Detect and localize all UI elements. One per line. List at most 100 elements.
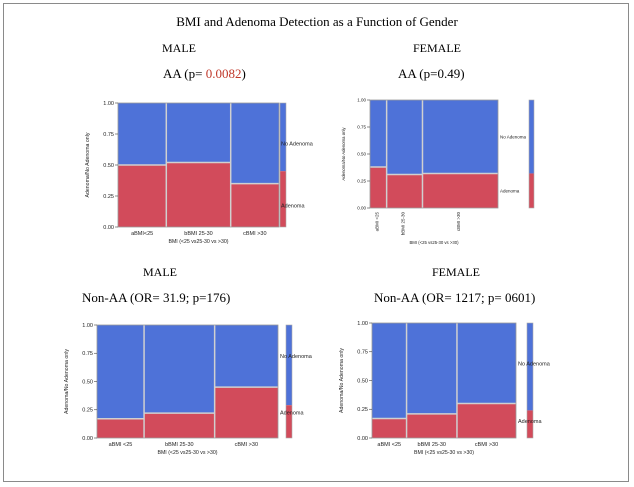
legend-no-adenoma: No Adenoma [500, 135, 527, 140]
x-tick-label: aBMI <25 [377, 442, 401, 448]
adenoma-cell [97, 418, 145, 438]
x-tick-label: cBMI >30 [243, 231, 266, 237]
x-tick-label: aBMI<25 [131, 231, 153, 237]
panel-4-heading: Non-AA (OR= 1217; p= 0601) [374, 290, 536, 305]
y-tick-label: 0.50 [82, 379, 93, 385]
y-tick-label: 0.75 [357, 125, 366, 130]
no-adenoma-cell [456, 323, 516, 404]
figure-title: BMI and Adenoma Detection as a Function … [176, 14, 458, 29]
legend-no-adenoma: No Adenoma [280, 354, 313, 360]
panel-1-heading-suffix: ) [241, 66, 246, 81]
adenoma-cell [166, 162, 231, 227]
no-adenoma-cell [118, 103, 167, 165]
legend-no-adenoma: No Adenoma [518, 361, 551, 367]
no-adenoma-cell [97, 325, 145, 419]
y-tick-label: 0.50 [103, 163, 114, 169]
panel-1-heading-prefix: AA (p= [163, 66, 206, 81]
panel-1-heading: AA (p= 0.0082) [163, 66, 246, 82]
y-axis-label: Adenoma/No Adenoma only [85, 132, 91, 197]
y-tick-label: 1.00 [357, 321, 368, 327]
adenoma-cell [370, 166, 387, 208]
x-tick-label: bBMI 25-30 [418, 442, 446, 448]
x-tick-label: bBMI 25-30 [401, 212, 406, 236]
no-adenoma-cell [144, 325, 215, 414]
y-axis-label: Adenoma/No Adenoma only [339, 348, 345, 413]
marginal-adenoma [286, 405, 292, 438]
x-axis-label: BMI (<25 vs25-30 vs >30) [414, 450, 474, 456]
y-tick-label: 0.50 [357, 378, 368, 384]
y-tick-label: 0.00 [103, 225, 114, 231]
adenoma-cell [144, 413, 215, 438]
y-tick-label: 0.75 [103, 132, 114, 138]
panel-2-gender: FEMALE [413, 41, 461, 55]
y-tick-label: 0.25 [357, 407, 368, 413]
y-axis-label: Adenoma/No Adenoma only [64, 349, 70, 414]
y-axis-label: Adenoma/No Adenoma only [341, 127, 346, 181]
adenoma-cell [372, 418, 407, 438]
panel-2-heading: AA (p=0.49) [398, 66, 465, 81]
marginal-no-adenoma [280, 103, 286, 172]
x-tick-label: bBMI 25-30 [184, 231, 212, 237]
marginal-adenoma [280, 171, 286, 227]
x-axis-label: BMI (<25 vs25-30 vs >30) [157, 450, 217, 456]
panel-3-gender: MALE [143, 265, 177, 279]
adenoma-cell [456, 403, 516, 438]
y-tick-label: 0.75 [357, 350, 368, 356]
marginal-border [526, 322, 534, 439]
adenoma-cell [118, 165, 167, 227]
legend-adenoma: Adenoma [518, 419, 542, 425]
marginal-border [285, 324, 293, 439]
x-axis-label: BMI (<25 vs25-30 vs >30) [409, 240, 459, 245]
x-tick-label: cBMI >30 [456, 212, 461, 232]
y-tick-label: 0.00 [357, 206, 366, 211]
marginal-border [528, 99, 535, 209]
no-adenoma-cell [214, 325, 278, 388]
marginal-adenoma [529, 173, 534, 208]
y-tick-label: 0.75 [82, 351, 93, 357]
x-tick-label: bBMI 25-30 [165, 442, 193, 448]
adenoma-cell [214, 387, 278, 438]
panel-1-gender: MALE [162, 41, 196, 55]
no-adenoma-cell [406, 323, 457, 414]
no-adenoma-cell [370, 100, 387, 167]
no-adenoma-cell [386, 100, 423, 175]
marginal-no-adenoma [527, 323, 533, 411]
y-tick-label: 0.00 [357, 436, 368, 442]
x-axis-label: BMI (<25 vs25-30 vs >30) [168, 239, 228, 245]
marginal-no-adenoma [286, 325, 292, 406]
adenoma-cell [230, 183, 279, 227]
x-tick-label: aBMI <25 [374, 212, 379, 232]
panel-1-p-value: 0.0082 [205, 66, 242, 81]
legend-no-adenoma: No Adenoma [281, 141, 314, 147]
legend-adenoma: Adenoma [280, 411, 304, 417]
y-tick-label: 0.25 [103, 194, 114, 200]
y-tick-label: 0.00 [82, 436, 93, 442]
adenoma-cell [386, 174, 423, 208]
legend-adenoma: Adenoma [500, 189, 520, 194]
panel-4-gender: FEMALE [432, 265, 480, 279]
no-adenoma-cell [230, 103, 279, 184]
figure-frame [3, 3, 629, 482]
no-adenoma-cell [372, 323, 407, 419]
legend-adenoma: Adenoma [281, 203, 305, 209]
marginal-border [279, 102, 287, 228]
y-tick-label: 1.00 [103, 101, 114, 107]
y-tick-label: 0.25 [82, 408, 93, 414]
y-tick-label: 1.00 [82, 323, 93, 329]
marginal-adenoma [527, 410, 533, 438]
x-tick-label: aBMI <25 [109, 442, 133, 448]
adenoma-cell [422, 173, 498, 208]
adenoma-cell [406, 413, 457, 438]
marginal-no-adenoma [529, 100, 534, 174]
x-tick-label: cBMI >30 [475, 442, 498, 448]
no-adenoma-cell [166, 103, 231, 163]
no-adenoma-cell [422, 100, 498, 174]
y-tick-label: 0.50 [357, 152, 366, 157]
y-tick-label: 0.25 [357, 179, 366, 184]
y-tick-label: 1.00 [357, 98, 366, 103]
panel-3-heading: Non-AA (OR= 31.9; p=176) [82, 290, 231, 305]
x-tick-label: cBMI >30 [235, 442, 258, 448]
